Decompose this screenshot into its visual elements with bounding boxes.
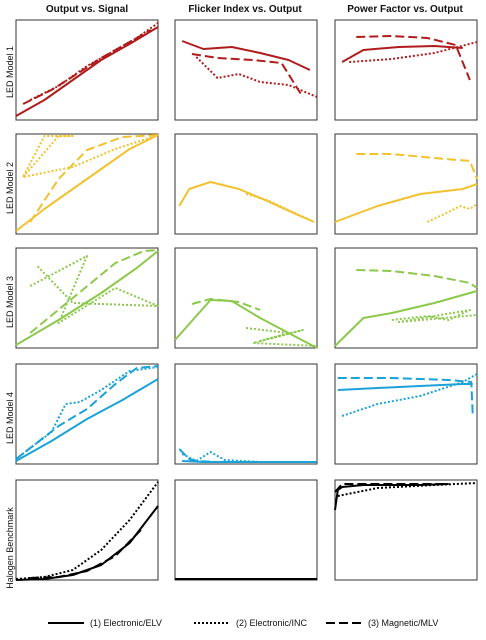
legend-label-2: (2) Electronic/INC: [236, 618, 308, 628]
panel-frame: [334, 363, 478, 465]
series-line: [15, 378, 159, 462]
panel-frame: [334, 133, 478, 235]
series-line: [178, 181, 315, 223]
series-line: [356, 153, 478, 180]
series-line: [337, 482, 478, 497]
series-line: [15, 250, 159, 346]
legend-item-2: (2) Electronic/INC: [194, 618, 307, 628]
legend-item-3: (3) Magnetic/MLV: [326, 618, 438, 628]
series-line: [334, 483, 449, 511]
panel-frame: [15, 363, 159, 465]
series-line: [181, 40, 311, 71]
series-line: [15, 26, 159, 117]
series-line: [191, 53, 304, 98]
series-line: [245, 193, 311, 221]
panel-frame: [334, 479, 478, 581]
panel-frame: [174, 479, 318, 581]
series-line: [30, 526, 145, 579]
legend-item-1: (1) Electronic/ELV: [48, 618, 162, 628]
panel-frame: [15, 133, 159, 235]
series-line: [29, 255, 159, 324]
series-line: [29, 249, 159, 334]
series-line: [15, 366, 159, 460]
series-line: [174, 299, 318, 349]
dashed-line-swatch: [326, 622, 362, 624]
panel-frame: [174, 363, 318, 465]
panel-frame: [334, 247, 478, 349]
panel-frame: [15, 479, 159, 581]
series-line: [391, 309, 478, 323]
series-line: [22, 134, 159, 178]
series-line: [334, 183, 478, 223]
panel-frame: [15, 19, 159, 121]
panel-frame: [174, 247, 318, 349]
series-line: [426, 203, 478, 223]
series-line: [337, 383, 473, 391]
solid-line-swatch: [48, 622, 84, 624]
column-title-1: Output vs. Signal: [45, 4, 129, 15]
series-line: [341, 45, 463, 63]
series-line: [334, 483, 449, 493]
series-line: [334, 290, 478, 347]
series-line: [15, 365, 159, 460]
series-line: [356, 269, 478, 289]
column-title-3: Power Factor vs. Output: [347, 4, 463, 15]
chart-grid: [15, 19, 478, 581]
legend-label-3: (3) Magnetic/MLV: [368, 618, 439, 628]
series-line: [15, 481, 159, 580]
series-line: [29, 134, 159, 223]
series-line: [195, 56, 318, 98]
series-line: [22, 29, 152, 105]
legend-label-1: (1) Electronic/ELV: [90, 618, 162, 628]
series-line: [191, 298, 261, 311]
series-line: [15, 134, 159, 232]
series-line: [341, 373, 478, 417]
column-title-2: Flicker Index vs. Output: [188, 4, 302, 15]
series-line: [337, 377, 474, 415]
panel-frame: [174, 133, 318, 235]
series-line: [178, 448, 317, 463]
panel-frame: [174, 19, 318, 121]
series-line: [356, 35, 471, 81]
dotted-line-swatch: [194, 622, 230, 624]
panel-frame: [15, 247, 159, 349]
series-line: [349, 41, 478, 63]
series-line: [15, 505, 159, 581]
panel-frame: [334, 19, 478, 121]
